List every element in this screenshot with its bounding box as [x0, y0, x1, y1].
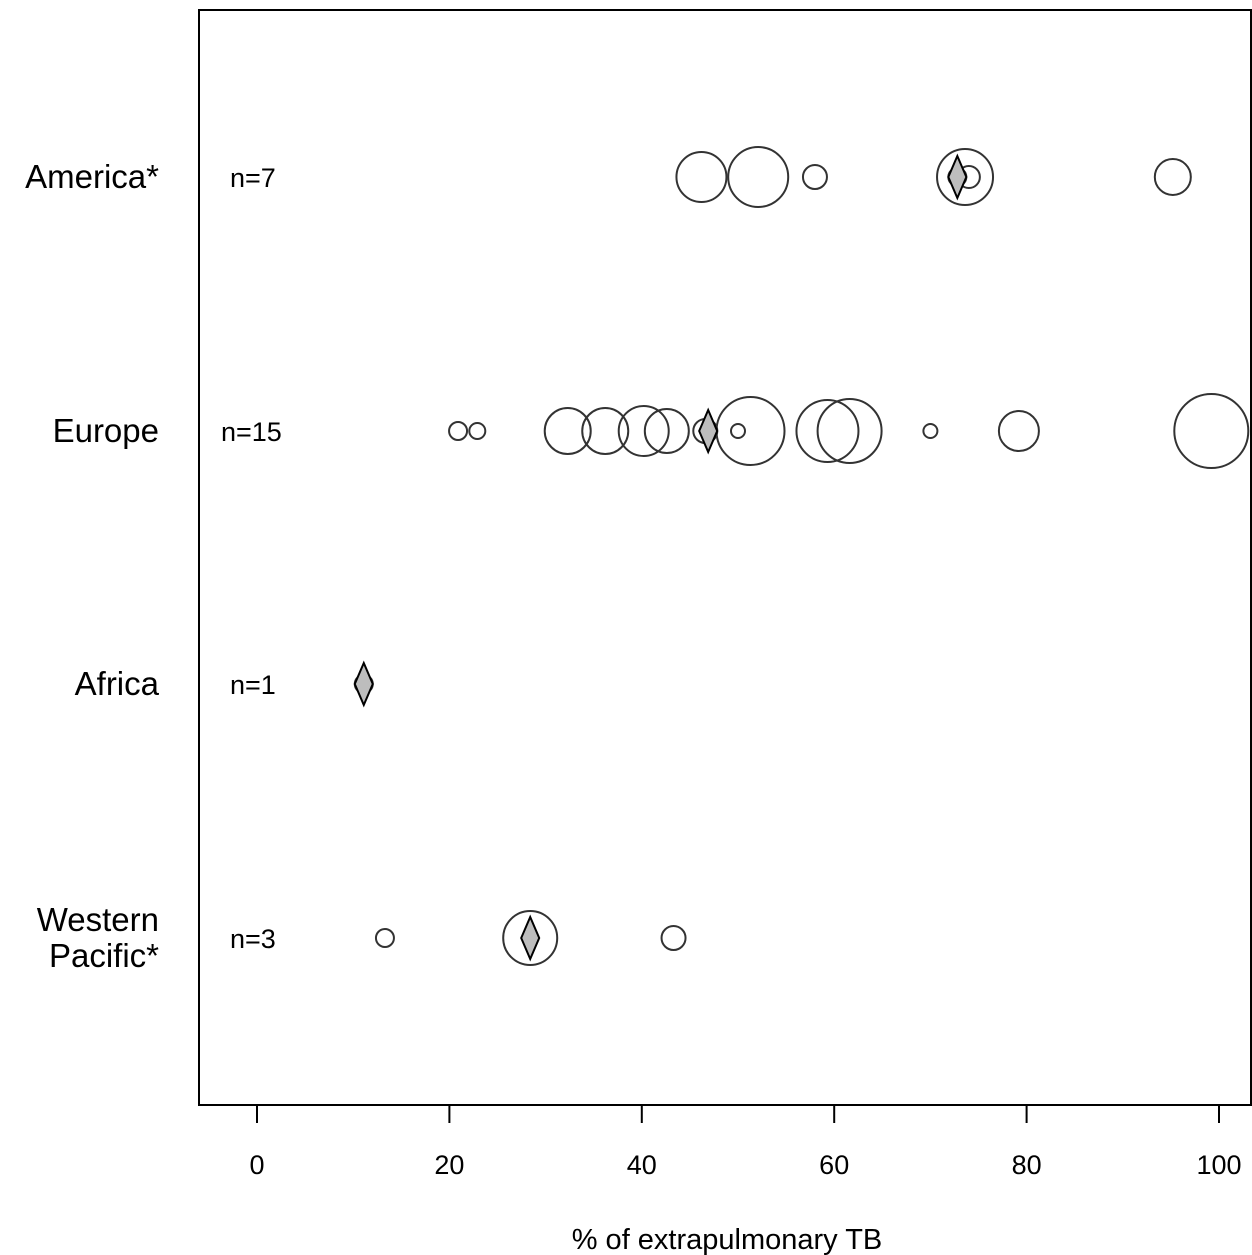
- study-bubble: [936, 148, 995, 206]
- region-label: Pacific*: [49, 937, 159, 974]
- study-bubble: [795, 399, 860, 463]
- study-bubble: [617, 405, 670, 457]
- x-tick-label: 60: [819, 1150, 849, 1180]
- region-row: America* n=7: [25, 146, 1192, 208]
- study-bubble: [816, 398, 883, 464]
- study-bubble: [997, 410, 1040, 452]
- region-label: Africa: [75, 665, 160, 702]
- region-label: Europe: [53, 412, 159, 449]
- study-bubble: [660, 925, 687, 951]
- study-bubble: [1153, 158, 1192, 196]
- study-bubble: [543, 407, 592, 455]
- study-bubble: [727, 146, 790, 208]
- x-tick-label: 20: [434, 1150, 464, 1180]
- study-bubble: [730, 423, 746, 439]
- study-bubble: [581, 407, 630, 455]
- study-bubble: [801, 164, 828, 190]
- pooled-estimate-diamond: [947, 153, 968, 201]
- region-label: Western: [37, 901, 159, 938]
- study-bubble: [468, 422, 487, 440]
- x-axis-ticks: 0 20 40 60 80 100: [249, 1105, 1242, 1180]
- study-bubble: [374, 928, 395, 948]
- x-tick-label: 40: [627, 1150, 657, 1180]
- pooled-estimate-diamond: [520, 914, 541, 962]
- study-count-label: n=7: [230, 163, 276, 193]
- study-bubble: [675, 151, 728, 203]
- study-bubble: [448, 421, 469, 441]
- x-tick-label: 0: [249, 1150, 264, 1180]
- region-rows: America* n=7 Europe n=15 Africa n=1 WesternPac…: [25, 146, 1250, 974]
- x-tick-label: 100: [1196, 1150, 1241, 1180]
- study-bubble: [502, 910, 559, 966]
- study-count-label: n=15: [221, 417, 282, 447]
- pooled-estimate-diamond: [353, 660, 374, 708]
- plot-frame: [198, 9, 1252, 1106]
- pooled-estimate-diamond: [698, 407, 719, 455]
- study-bubble: [715, 396, 786, 466]
- region-row: Africa n=1: [75, 660, 374, 708]
- study-bubble: [922, 423, 939, 439]
- study-bubble: [643, 408, 690, 454]
- study-bubble: [1173, 393, 1250, 469]
- study-count-label: n=1: [230, 670, 276, 700]
- x-tick-label: 80: [1012, 1150, 1042, 1180]
- study-count-label: n=3: [230, 924, 276, 954]
- x-axis-title: % of extrapulmonary TB: [572, 1224, 883, 1255]
- region-row: Europe n=15: [53, 393, 1250, 469]
- region-label: America*: [25, 158, 159, 195]
